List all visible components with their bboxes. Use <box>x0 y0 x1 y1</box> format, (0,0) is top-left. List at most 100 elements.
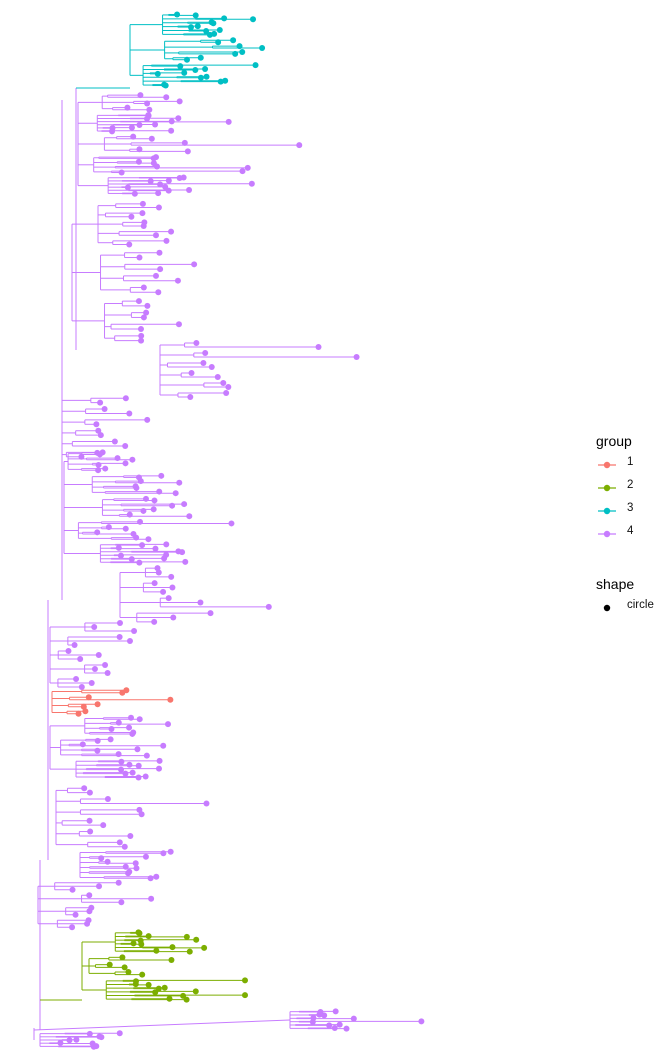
tip-node-56 <box>136 254 143 261</box>
tip-node-268 <box>197 54 204 61</box>
tip-node-258 <box>216 27 223 34</box>
tip-node-77 <box>188 370 195 376</box>
tip-node-221 <box>118 899 125 906</box>
tip-node-207 <box>98 855 105 862</box>
tip-node-217 <box>96 883 103 890</box>
tip-node-23 <box>136 146 143 153</box>
tip-node-169 <box>164 721 171 728</box>
tip-node-41 <box>186 187 193 194</box>
tip-node-213 <box>125 870 132 877</box>
tip-node-315 <box>152 989 159 996</box>
legend-shape: shape circle <box>596 576 654 621</box>
tip-node-160 <box>102 662 109 668</box>
legend-item-shape-circle: circle <box>596 598 654 621</box>
legend-item-group-3: 3 <box>596 501 633 524</box>
tip-node-234 <box>57 1039 64 1046</box>
tip-node-156 <box>71 642 78 648</box>
tip-node-88 <box>93 421 100 428</box>
tip-node-223 <box>86 908 93 915</box>
tip-node-118 <box>186 513 193 520</box>
tip-node-165 <box>78 684 85 690</box>
tip-node-153 <box>131 628 138 634</box>
tip-node-65 <box>143 309 150 316</box>
tip-node-13 <box>152 121 159 128</box>
tip-node-38 <box>157 181 164 188</box>
tip-node-151 <box>116 620 123 626</box>
tip-node-284 <box>85 694 92 701</box>
legend-label-group-2: 2 <box>627 479 634 491</box>
tip-node-256 <box>194 23 201 30</box>
tip-node-176 <box>79 741 86 748</box>
tip-node-185 <box>135 762 142 769</box>
tip-node-181 <box>143 752 150 759</box>
tip-node-161 <box>91 666 98 672</box>
tip-node-71 <box>193 340 200 346</box>
tip-node-61 <box>140 284 147 291</box>
tip-node-229 <box>86 1030 93 1037</box>
tip-node-21 <box>181 139 188 146</box>
tip-node-291 <box>136 930 143 937</box>
tip-node-5 <box>124 104 131 111</box>
tip-node-15 <box>128 124 135 131</box>
tip-node-47 <box>139 210 146 217</box>
tip-node-55 <box>156 249 163 256</box>
tip-node-159 <box>77 656 84 662</box>
tip-node-129 <box>115 544 122 551</box>
tip-node-132 <box>179 549 186 556</box>
tip-node-269 <box>183 56 190 63</box>
tip-node-29 <box>153 163 160 170</box>
tip-node-112 <box>151 497 158 504</box>
tip-node-177 <box>160 742 167 749</box>
tip-node-243 <box>350 1015 357 1022</box>
tip-node-11 <box>168 118 175 125</box>
tip-node-145 <box>165 595 172 602</box>
tip-node-231 <box>98 1034 105 1041</box>
tip-node-263 <box>215 39 222 46</box>
tip-node-304 <box>106 961 113 968</box>
tip-node-66 <box>140 314 147 321</box>
tip-node-102 <box>95 467 102 474</box>
tip-node-164 <box>88 680 95 686</box>
tip-node-262 <box>230 37 237 44</box>
legend-group-title: group <box>596 433 632 449</box>
tip-node-272 <box>202 66 209 73</box>
tip-node-294 <box>193 936 200 943</box>
tip-node-316 <box>242 992 248 999</box>
tip-node-277 <box>197 74 204 81</box>
tip-node-209 <box>132 860 139 867</box>
tip-node-292 <box>145 933 152 940</box>
tip-node-219 <box>86 892 93 899</box>
tip-node-120 <box>228 520 235 527</box>
tip-node-227 <box>69 924 76 931</box>
tip-node-108 <box>133 484 140 491</box>
tip-node-275 <box>154 70 161 77</box>
legend-label-circle: circle <box>627 599 654 611</box>
tip-node-43 <box>155 190 162 197</box>
legend-shape-title: shape <box>596 576 635 592</box>
tip-node-281 <box>162 82 169 89</box>
legend-label-group-1: 1 <box>627 456 634 468</box>
tip-node-204 <box>167 848 174 855</box>
tip-node-6 <box>146 106 153 113</box>
tip-node-228 <box>116 1030 123 1037</box>
tip-node-182 <box>156 757 163 764</box>
tip-node-287 <box>80 703 87 710</box>
tip-node-314 <box>192 988 199 995</box>
tip-node-319 <box>183 996 190 1003</box>
tip-node-98 <box>129 456 136 463</box>
tip-node-82 <box>187 394 194 400</box>
tip-node-259 <box>203 27 210 34</box>
tip-node-246 <box>336 1021 343 1028</box>
legend-label-group-4: 4 <box>627 525 634 537</box>
tip-node-218 <box>69 886 76 893</box>
tip-node-2 <box>163 94 170 101</box>
tip-node-80 <box>225 384 232 390</box>
legend-item-group-1: 1 <box>596 455 634 478</box>
tip-node-146 <box>197 599 204 606</box>
tip-node-288 <box>82 708 89 715</box>
tip-node-36 <box>147 178 154 185</box>
tip-node-79 <box>220 380 227 386</box>
tip-node-62 <box>155 289 162 296</box>
tip-node-283 <box>119 689 126 696</box>
tip-node-197 <box>138 811 145 818</box>
